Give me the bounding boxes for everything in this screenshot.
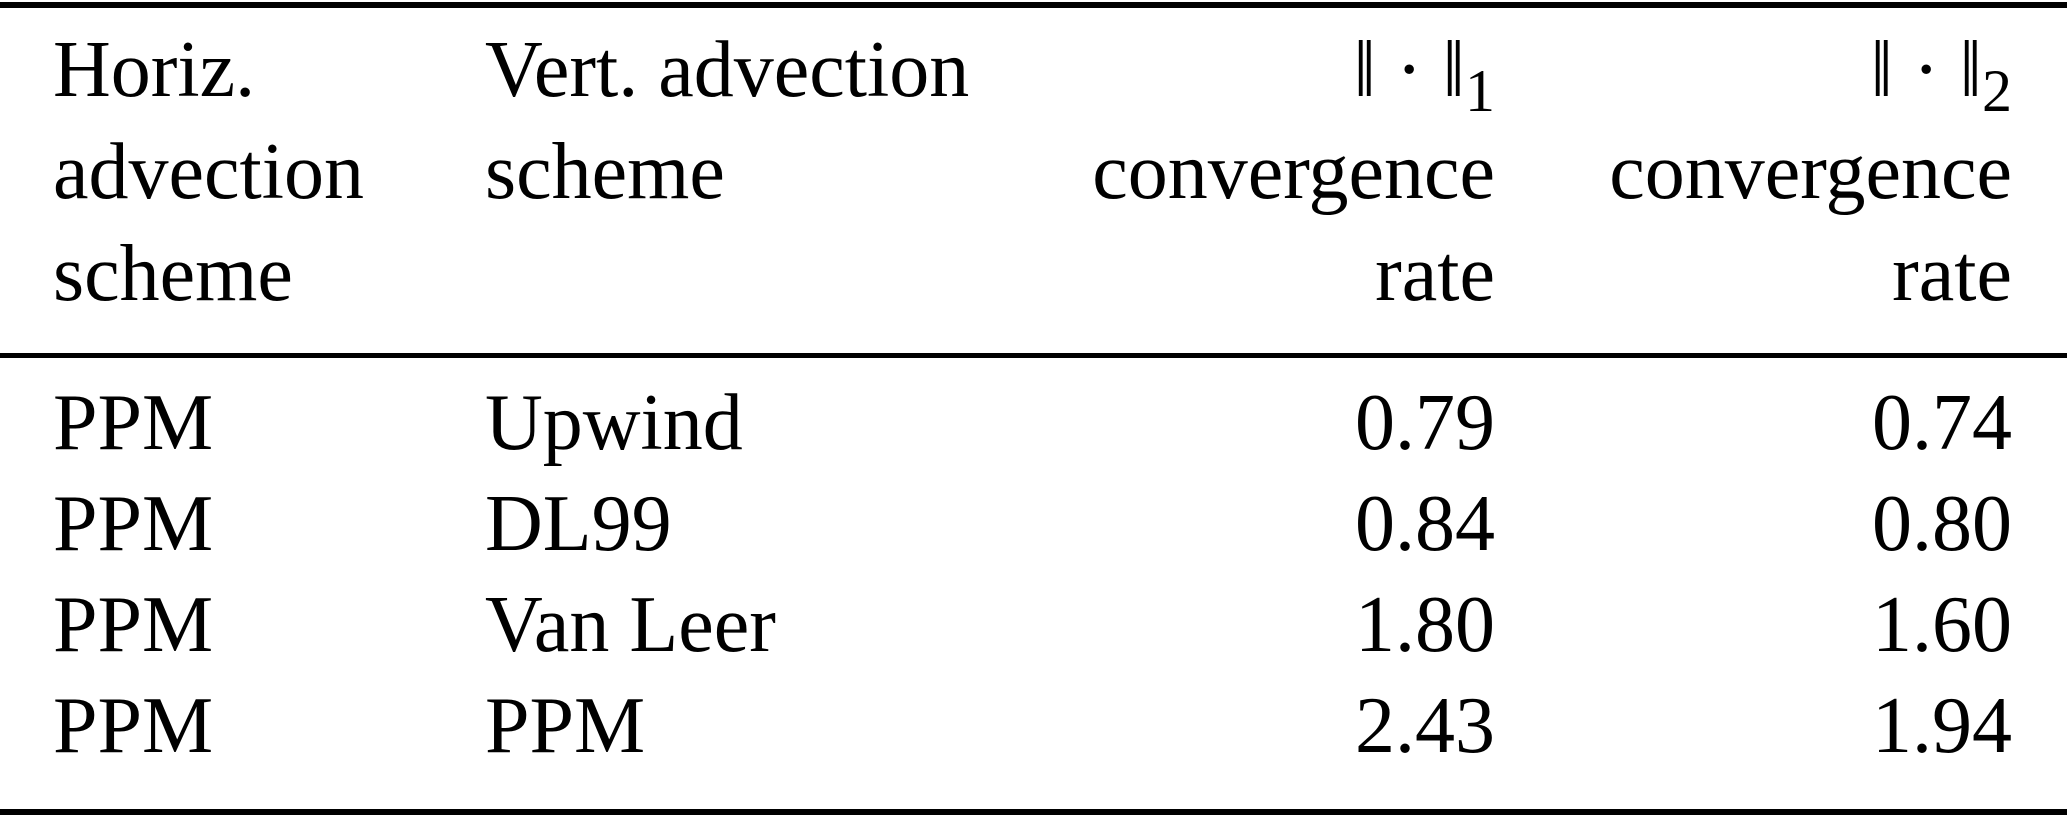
header-l2-convergence-rate: ‖ · ‖2 convergence rate <box>1495 19 2012 325</box>
header-line: convergence <box>1092 128 1495 216</box>
cell-l2-rate: 1.60 <box>1872 581 2012 669</box>
header-line: Horiz. <box>53 26 256 114</box>
header-line: rate <box>1892 230 2012 318</box>
header-line: scheme <box>485 128 725 216</box>
cell-l1-rate: 0.79 <box>1355 379 1495 467</box>
mid-rule <box>0 353 2067 358</box>
table-body: PPM Upwind 0.79 0.74 PPM DL99 0.84 0.80 … <box>53 373 2012 777</box>
header-line: convergence <box>1609 128 2012 216</box>
l2-norm-subscript: 2 <box>1982 58 2012 124</box>
table-header: Horiz. advection scheme Vert. advection … <box>53 19 2012 325</box>
top-rule <box>0 2 2067 8</box>
cell-horiz-scheme: PPM <box>53 682 214 770</box>
header-l1-convergence-rate: ‖ · ‖1 convergence rate <box>985 19 1495 325</box>
cell-vert-scheme: PPM <box>485 682 646 770</box>
cell-vert-scheme: Upwind <box>485 379 743 467</box>
cell-horiz-scheme: PPM <box>53 480 214 568</box>
header-line: rate <box>1375 230 1495 318</box>
header-line: advection <box>53 128 364 216</box>
cell-horiz-scheme: PPM <box>53 581 214 669</box>
header-line: ‖ · ‖2 <box>1495 19 2012 121</box>
header-line: Vert. advection <box>485 26 970 114</box>
l1-norm-subscript: 1 <box>1465 58 1495 124</box>
header-line: scheme <box>53 230 293 318</box>
l2-norm-symbol: ‖ · ‖ <box>1870 26 1982 114</box>
cell-l1-rate: 2.43 <box>1355 682 1495 770</box>
header-vert-advection-scheme: Vert. advection scheme <box>485 19 985 325</box>
cell-l1-rate: 0.84 <box>1355 480 1495 568</box>
cell-l2-rate: 0.80 <box>1872 480 2012 568</box>
cell-l1-rate: 1.80 <box>1355 581 1495 669</box>
header-line: ‖ · ‖1 <box>985 19 1495 121</box>
cell-l2-rate: 0.74 <box>1872 379 2012 467</box>
cell-l2-rate: 1.94 <box>1872 682 2012 770</box>
bottom-rule <box>0 809 2067 815</box>
header-horiz-advection-scheme: Horiz. advection scheme <box>53 19 485 325</box>
cell-horiz-scheme: PPM <box>53 379 214 467</box>
cell-vert-scheme: DL99 <box>485 480 672 568</box>
l1-norm-symbol: ‖ · ‖ <box>1353 26 1465 114</box>
cell-vert-scheme: Van Leer <box>485 581 776 669</box>
